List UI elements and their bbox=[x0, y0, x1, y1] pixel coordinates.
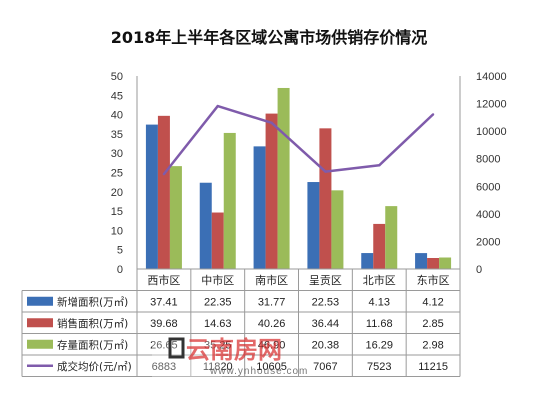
bar bbox=[277, 87, 290, 269]
category-label: 北市区 bbox=[363, 273, 396, 287]
bars bbox=[145, 87, 452, 269]
bar bbox=[169, 166, 182, 269]
line-point bbox=[324, 170, 327, 173]
left-axis: 0 5 10 15 20 25 30 35 40 45 50 bbox=[111, 71, 123, 276]
right-tick-label: 6000 bbox=[476, 181, 500, 193]
category-label: 西市区 bbox=[147, 273, 180, 287]
table-cell: 46.90 bbox=[258, 339, 286, 351]
table-cell: 22.35 bbox=[204, 296, 232, 308]
watermark-logo-icon bbox=[168, 337, 185, 359]
category-label: 南市区 bbox=[255, 273, 288, 287]
watermark-brand: 云南房网 bbox=[186, 336, 282, 364]
line-point bbox=[431, 113, 435, 116]
bar bbox=[211, 212, 224, 269]
right-tick-label: 2000 bbox=[476, 236, 500, 248]
bar bbox=[223, 132, 236, 269]
watermark: 云南房网 www.ynhouse.com bbox=[152, 336, 308, 380]
table-cell: 22.53 bbox=[312, 296, 340, 308]
series-label: 新增面积(万㎡) bbox=[57, 295, 128, 308]
bar bbox=[439, 257, 452, 269]
bar bbox=[145, 124, 158, 269]
left-tick-label: 25 bbox=[111, 168, 123, 180]
table-cell: 6883 bbox=[152, 361, 176, 373]
chart-title: 2018年上半年各区域公寓市场供销存价情况 bbox=[111, 28, 428, 47]
line-point bbox=[216, 104, 219, 108]
left-tick-label: 0 bbox=[117, 264, 123, 276]
table-cell: 11.68 bbox=[366, 318, 393, 330]
table-cell: 39.68 bbox=[150, 318, 178, 330]
table-cell: 36.44 bbox=[312, 318, 340, 330]
legend-swatch bbox=[27, 339, 53, 349]
bar bbox=[265, 113, 278, 269]
right-tick-label: 14000 bbox=[476, 71, 507, 83]
bar bbox=[319, 128, 332, 269]
line-point bbox=[378, 164, 381, 167]
legend-swatch bbox=[27, 296, 53, 306]
table-cell: 7523 bbox=[367, 361, 391, 373]
table-cell: 40.26 bbox=[258, 318, 286, 330]
table-cell: 31.77 bbox=[258, 296, 286, 308]
left-tick-label: 15 bbox=[111, 206, 123, 218]
bar bbox=[199, 182, 212, 269]
table-cell: 37.41 bbox=[150, 296, 178, 308]
table-cell: 11215 bbox=[418, 361, 448, 373]
table-cell: 35.25 bbox=[204, 339, 232, 351]
left-tick-label: 20 bbox=[111, 187, 123, 199]
line-series bbox=[162, 104, 434, 175]
table-cell: 10605 bbox=[256, 361, 287, 373]
table-cell: 11820 bbox=[203, 361, 233, 373]
bar bbox=[361, 253, 374, 269]
table-cell: 14.63 bbox=[204, 318, 232, 330]
series-label: 成交均价(元/㎡) bbox=[57, 360, 132, 373]
right-axis: 0 2000 4000 6000 8000 10000 12000 14000 bbox=[476, 71, 507, 276]
left-tick-label: 5 bbox=[117, 245, 123, 257]
table-cell: 2.98 bbox=[422, 339, 443, 351]
chart-frame bbox=[136, 76, 461, 269]
bar bbox=[427, 257, 440, 269]
bar bbox=[157, 115, 170, 269]
table-cell: 16.29 bbox=[365, 339, 393, 351]
left-tick-label: 45 bbox=[111, 90, 123, 102]
bar bbox=[253, 146, 266, 269]
left-tick-label: 40 bbox=[111, 110, 123, 122]
category-label: 东市区 bbox=[417, 273, 450, 287]
right-tick-label: 4000 bbox=[476, 209, 500, 221]
right-tick-label: 0 bbox=[476, 264, 482, 276]
price-line bbox=[162, 104, 435, 176]
category-label: 中市区 bbox=[201, 273, 234, 287]
table-cell: 7067 bbox=[313, 361, 337, 373]
left-tick-label: 30 bbox=[111, 148, 123, 160]
left-tick-label: 35 bbox=[111, 129, 123, 141]
legend-swatch bbox=[27, 318, 53, 328]
watermark-logo-box bbox=[152, 340, 222, 380]
table-cell: 4.13 bbox=[369, 296, 390, 308]
category-label: 呈贡区 bbox=[309, 274, 342, 287]
right-tick-label: 8000 bbox=[476, 154, 500, 166]
bar bbox=[415, 253, 428, 269]
line-point bbox=[270, 121, 273, 125]
line-point bbox=[162, 172, 166, 176]
series-label: 销售面积(万㎡) bbox=[57, 317, 128, 330]
table-cell: 20.38 bbox=[312, 339, 340, 351]
left-tick-label: 50 bbox=[111, 71, 123, 83]
series-label: 存量面积(万㎡) bbox=[57, 338, 128, 351]
table-cell: 4.12 bbox=[422, 296, 443, 308]
watermark-url: www.ynhouse.com bbox=[209, 366, 308, 377]
right-tick-label: 10000 bbox=[476, 126, 507, 138]
left-tick-label: 10 bbox=[111, 225, 123, 237]
bar bbox=[385, 206, 398, 269]
table-cell: 2.85 bbox=[422, 318, 443, 330]
bar bbox=[373, 223, 386, 269]
bar bbox=[307, 182, 320, 269]
bar bbox=[331, 190, 344, 269]
right-tick-label: 12000 bbox=[476, 99, 507, 111]
